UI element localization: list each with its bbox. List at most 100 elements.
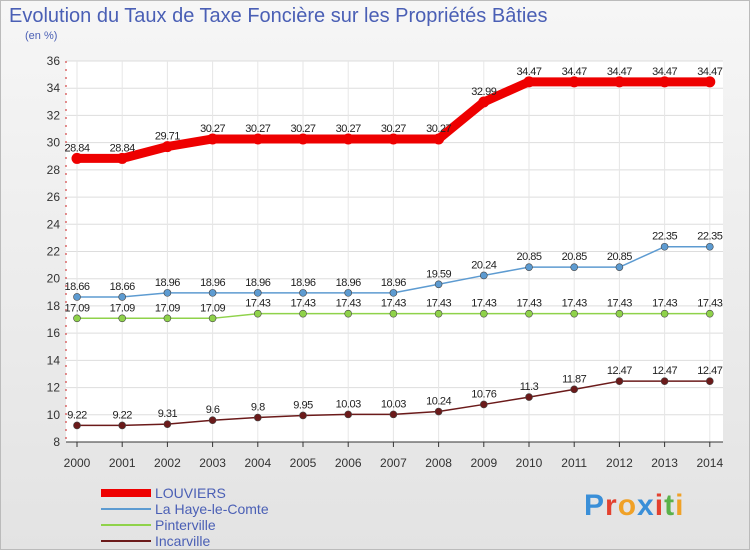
data-label: 17.09 [200, 302, 225, 314]
x-tick-label: 2007 [380, 456, 407, 470]
data-point [660, 309, 669, 318]
data-point [344, 410, 353, 419]
data-label: 17.43 [562, 298, 587, 310]
data-label: 28.84 [110, 142, 135, 154]
data-label: 34.47 [697, 66, 722, 78]
x-tick-label: 2011 [561, 456, 587, 470]
proxiti-logo: Proxiti [584, 489, 684, 523]
data-label: 17.43 [697, 298, 722, 310]
data-label: 20.85 [516, 251, 541, 263]
data-label: 17.43 [336, 298, 361, 310]
x-tick-label: 2009 [470, 456, 497, 470]
data-label: 12.47 [607, 365, 632, 377]
data-label: 9.8 [251, 402, 265, 414]
data-point [389, 410, 398, 419]
logo-letter: x [637, 489, 655, 522]
data-point [161, 141, 173, 153]
data-label: 30.27 [381, 123, 406, 135]
data-label: 29.71 [155, 131, 180, 143]
data-point [434, 280, 443, 289]
data-point [478, 96, 490, 108]
x-tick-label: 2002 [154, 456, 181, 470]
data-point [570, 309, 579, 318]
data-label: 19.59 [426, 268, 451, 280]
data-label: 20.85 [562, 251, 587, 263]
data-label: 18.96 [200, 277, 225, 289]
data-point [73, 421, 81, 430]
data-point [479, 400, 488, 409]
data-label: 30.27 [245, 123, 270, 135]
logo-letter: P [584, 489, 606, 522]
data-point [253, 309, 262, 318]
legend-swatch [101, 540, 151, 542]
unit-label: (en %) [25, 30, 58, 42]
y-tick-label: 12 [47, 381, 61, 395]
x-tick-label: 2001 [109, 456, 136, 470]
y-tick-label: 14 [47, 353, 61, 367]
logo-letter: i [675, 489, 685, 522]
data-label: 28.84 [64, 142, 89, 154]
y-tick-label: 20 [47, 272, 61, 286]
legend-label: La Haye-le-Comte [155, 501, 269, 517]
data-point [73, 314, 81, 323]
data-point [615, 377, 624, 385]
data-point [208, 416, 217, 425]
data-label: 17.43 [471, 298, 496, 310]
logo-letter: i [654, 489, 665, 522]
data-label: 12.47 [652, 365, 677, 377]
data-label: 34.47 [562, 66, 587, 78]
x-tick-label: 2006 [335, 456, 362, 470]
data-label: 18.96 [336, 277, 361, 289]
data-label: 30.27 [426, 123, 451, 135]
y-tick-label: 22 [47, 245, 61, 259]
data-point [118, 293, 126, 301]
x-tick-label: 2000 [64, 456, 91, 470]
y-tick-label: 18 [47, 299, 61, 313]
legend-label: LOUVIERS [155, 485, 226, 501]
data-label: 17.09 [64, 302, 89, 314]
x-tick-label: 2003 [199, 456, 226, 470]
logo-letter: t [664, 489, 676, 522]
data-label: 22.35 [697, 231, 722, 243]
data-point [570, 263, 579, 271]
data-label: 17.43 [381, 298, 406, 310]
data-label: 18.66 [110, 281, 135, 293]
y-tick-label: 24 [47, 217, 61, 231]
data-label: 34.47 [607, 66, 632, 78]
data-label: 30.27 [290, 123, 315, 135]
chart-title: Evolution du Taux de Taxe Foncière sur l… [9, 5, 548, 27]
data-label: 34.47 [652, 66, 677, 78]
data-point [434, 407, 443, 416]
y-tick-label: 34 [47, 81, 61, 95]
data-point [299, 411, 307, 420]
data-point [163, 420, 172, 428]
data-label: 18.66 [64, 281, 89, 293]
data-label: 17.43 [426, 298, 451, 310]
data-point [660, 242, 669, 251]
data-label: 20.24 [471, 259, 496, 271]
data-label: 10.76 [471, 388, 496, 400]
data-point [73, 293, 81, 301]
legend-swatch [101, 508, 151, 510]
data-label: 17.43 [516, 298, 541, 310]
data-label: 12.47 [697, 365, 722, 377]
x-tick-label: 2004 [244, 456, 271, 470]
data-point [252, 133, 264, 145]
y-tick-label: 16 [47, 326, 61, 340]
data-point [342, 133, 354, 145]
data-point [116, 152, 128, 164]
legend-item: La Haye-le-Comte [101, 501, 269, 517]
data-point [525, 309, 533, 318]
y-tick-label: 32 [47, 108, 61, 122]
data-point [344, 309, 353, 318]
data-label: 10.03 [381, 398, 406, 410]
data-label: 10.24 [426, 396, 451, 408]
data-point [344, 289, 353, 297]
data-point [208, 314, 217, 323]
chart-legend: LOUVIERS La Haye-le-Comte Pinterville Incar… [101, 485, 269, 549]
data-label: 17.43 [245, 298, 270, 310]
legend-swatch [101, 489, 151, 497]
data-label: 17.43 [290, 298, 315, 310]
